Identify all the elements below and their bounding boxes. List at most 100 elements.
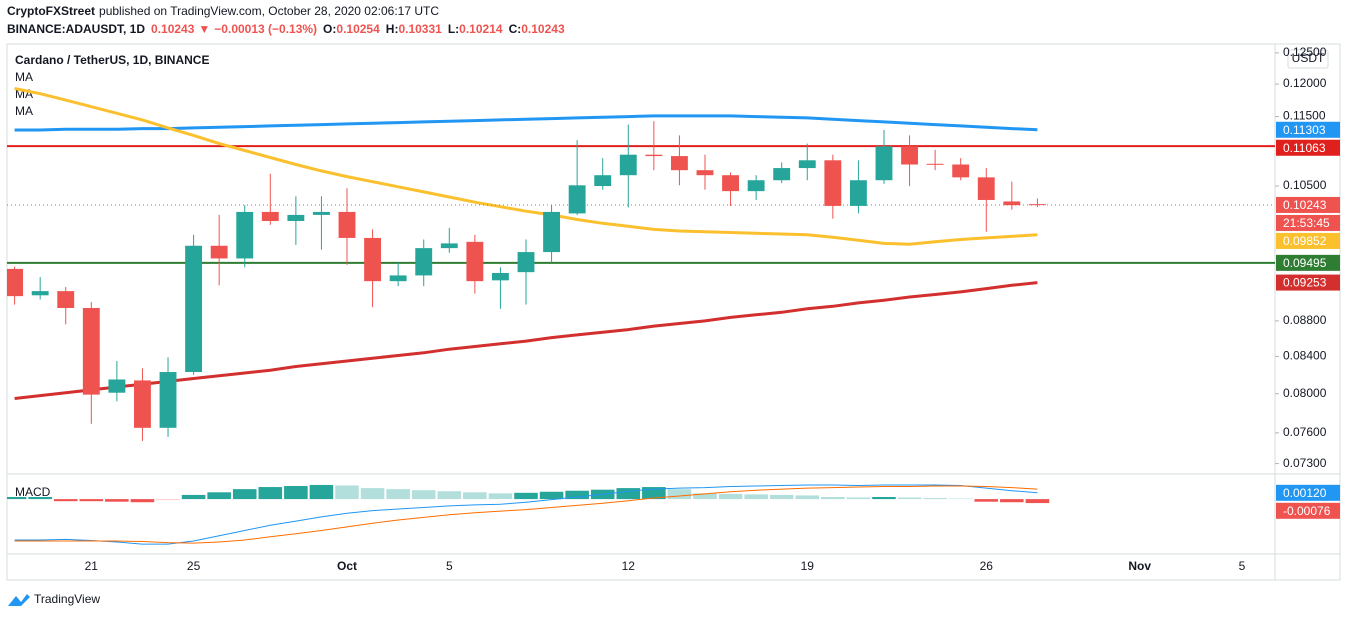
candle-body: [364, 237, 382, 282]
ohlc-label: H:: [386, 22, 399, 36]
candle-body: [31, 291, 49, 296]
histogram-bar: [258, 487, 283, 500]
x-tick-label: 12: [622, 559, 636, 573]
x-tick-label: Nov: [1128, 559, 1151, 573]
candle-body: [926, 163, 944, 165]
price-label-box: [1276, 502, 1340, 519]
y-tick-label: 0.08400: [1283, 349, 1327, 363]
price-label: 0.09495: [1283, 256, 1327, 270]
candle-body: [466, 241, 484, 282]
histogram-bar: [795, 495, 820, 500]
price-label: -0.00076: [1283, 504, 1331, 518]
histogram-bar: [539, 491, 564, 500]
candle-body: [338, 211, 356, 238]
histogram-bar: [130, 499, 155, 503]
unit-label: USDT: [1292, 51, 1325, 65]
candle-body: [440, 243, 458, 249]
candle-body: [236, 211, 254, 259]
chart-frame: [6, 43, 1341, 581]
histogram-bar: [437, 491, 462, 500]
brand: TradingView: [34, 592, 100, 606]
histogram-bar: [105, 499, 129, 502]
candle-body: [773, 168, 791, 181]
candle-body: [1003, 201, 1021, 206]
x-tick-label: 26: [980, 559, 994, 573]
histogram-bar: [232, 489, 257, 500]
candle-body: [619, 154, 637, 176]
histogram-bar: [488, 493, 513, 500]
x-tick-label: 5: [446, 559, 453, 573]
histogram-bar: [616, 488, 641, 500]
candle-body: [159, 372, 177, 428]
price-label: 0.11063: [1283, 141, 1326, 155]
candle-body: [57, 291, 75, 308]
ohlc-label: L:: [448, 22, 459, 36]
header-line-1: CryptoFXStreet published on TradingView.c…: [7, 4, 439, 18]
candle-body: [287, 214, 305, 221]
header-line-2: BINANCE:ADAUSDT, 1D 0.10243 ▼ −0.00013 (−0.…: [7, 22, 565, 36]
candle-body: [491, 272, 509, 281]
histogram-bar: [872, 497, 896, 500]
ohlc-value: 0.10331: [398, 22, 442, 36]
y-tick-label: 0.10500: [1283, 178, 1327, 192]
moving-average: [14, 114, 1038, 132]
histogram-bar: [463, 492, 487, 500]
candle-body: [517, 252, 535, 273]
moving-average: [14, 281, 1038, 400]
y-tick-label: 0.12500: [1283, 45, 1327, 59]
price-label-box: [1276, 254, 1340, 271]
symbol-title: Cardano / TetherUS, 1D, BINANCE: [15, 53, 209, 67]
y-tick-label: 0.11500: [1283, 109, 1326, 123]
histogram-bar: [1025, 499, 1050, 504]
price-label-box: [1276, 139, 1340, 156]
ohlc-value: 0.10243: [521, 22, 565, 36]
histogram-bar: [821, 497, 845, 500]
candle-body: [901, 146, 918, 165]
histogram-bar: [846, 497, 871, 500]
candle-body: [747, 180, 765, 192]
histogram-bar: [897, 497, 922, 500]
histogram-bar: [1000, 499, 1024, 503]
macd-line: [14, 484, 1038, 545]
last-price: 0.10243: [151, 22, 195, 36]
histogram-bar: [769, 494, 794, 500]
price-label-box: [1276, 484, 1340, 501]
price-label-box: [1276, 196, 1340, 213]
histogram-bar: [718, 493, 743, 500]
candle-body: [415, 248, 433, 276]
candle-body: [389, 275, 407, 282]
candle-body: [210, 245, 228, 259]
unit-box: [1287, 49, 1329, 69]
ohlc-value: 0.10254: [336, 22, 380, 36]
plot-area: [7, 87, 1275, 545]
price-label: 0.09852: [1283, 234, 1327, 248]
y-tick-label: 0.07300: [1283, 456, 1327, 470]
publisher: CryptoFXStreet: [7, 4, 95, 18]
candle-body: [849, 180, 867, 206]
histogram-bar: [156, 499, 180, 501]
candle-body: [952, 164, 970, 178]
published: published on TradingView.com, October 28…: [99, 4, 439, 18]
legend-entry: MA: [15, 104, 33, 118]
y-tick-label: 0.08000: [1283, 386, 1327, 400]
histogram-bar: [7, 497, 27, 500]
candle-body: [645, 154, 663, 157]
candle-body: [670, 156, 688, 171]
ohlc-label: C:: [509, 22, 522, 36]
price-label-box: [1276, 214, 1340, 231]
candle-body: [722, 175, 739, 192]
histogram-bar: [309, 484, 334, 500]
candle-body: [824, 160, 842, 206]
candle-body: [261, 211, 279, 221]
brand-logo: [8, 594, 30, 606]
histogram-bar: [28, 497, 52, 500]
candle-body: [313, 211, 330, 215]
histogram-bar: [923, 498, 947, 500]
y-tick-label: 0.07600: [1283, 425, 1327, 439]
candle-body: [875, 146, 893, 181]
legend-entry: MA: [15, 70, 33, 84]
histogram-bar: [565, 490, 589, 500]
candle-body: [82, 307, 100, 395]
